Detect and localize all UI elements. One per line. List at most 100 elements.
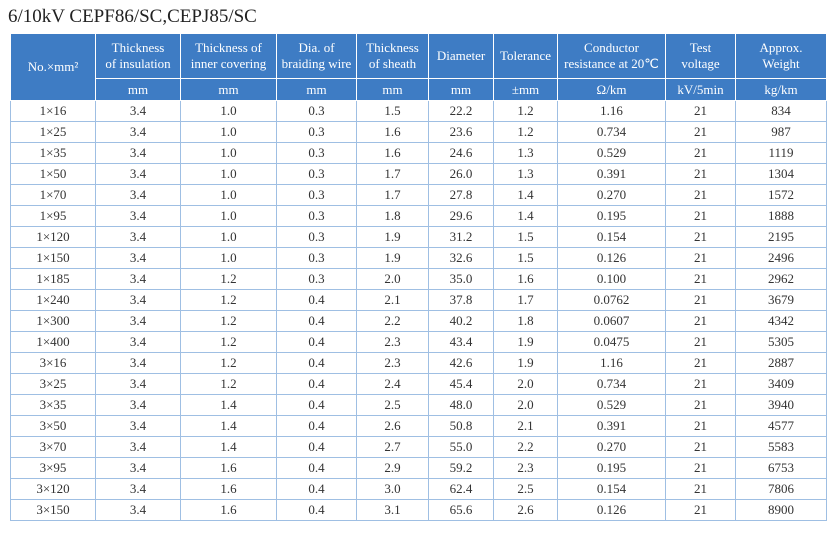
table-cell: 3.1: [356, 499, 429, 521]
table-cell: 0.4: [276, 478, 357, 500]
table-cell: 1.0: [180, 163, 277, 185]
table-cell: 3.4: [95, 373, 181, 395]
table-cell: 1.2: [180, 310, 277, 332]
table-cell: 3.4: [95, 121, 181, 143]
table-cell: 3×25: [10, 373, 96, 395]
table-cell: 2.6: [493, 499, 558, 521]
table-cell: 3.4: [95, 184, 181, 206]
table-cell: 0.3: [276, 100, 357, 122]
table-cell: 834: [735, 100, 827, 122]
table-cell: 2.2: [356, 310, 429, 332]
table-row: 1×25 3.4 1.0 0.3 1.6 23.6 1.2 0.734 21 987: [10, 121, 827, 143]
table-cell: 1.4: [180, 415, 277, 437]
table-row: 1×240 3.4 1.2 0.4 2.1 37.8 1.7 0.0762 21 3679: [10, 289, 827, 311]
table-cell: 2.0: [493, 373, 558, 395]
table-row: 1×150 3.4 1.0 0.3 1.9 32.6 1.5 0.126 21 2496: [10, 247, 827, 269]
table-row: 3×95 3.4 1.6 0.4 2.9 59.2 2.3 0.195 21 6753: [10, 457, 827, 479]
table-cell: 21: [665, 142, 736, 164]
table-cell: 3409: [735, 373, 827, 395]
table-cell: 1.6: [356, 121, 429, 143]
table-cell: 3×50: [10, 415, 96, 437]
table-row: 1×35 3.4 1.0 0.3 1.6 24.6 1.3 0.529 21 1119: [10, 142, 827, 164]
table-cell: 0.4: [276, 394, 357, 416]
table-cell: 1.0: [180, 205, 277, 227]
table-cell: 0.100: [557, 268, 666, 290]
table-cell: 31.2: [428, 226, 494, 248]
table-cell: 3.4: [95, 331, 181, 353]
table-cell: 3.4: [95, 226, 181, 248]
table-cell: 1.9: [356, 226, 429, 248]
table-cell: 29.6: [428, 205, 494, 227]
table-cell: 1.7: [356, 184, 429, 206]
table-cell: 4577: [735, 415, 827, 437]
table-cell: 22.2: [428, 100, 494, 122]
table-cell: 1.6: [180, 478, 277, 500]
table-cell: 1.0: [180, 100, 277, 122]
table-cell: 3×120: [10, 478, 96, 500]
table-cell: 3.4: [95, 310, 181, 332]
table-cell: 21: [665, 478, 736, 500]
table-cell: 3×150: [10, 499, 96, 521]
table-cell: 0.270: [557, 436, 666, 458]
table-cell: 1×50: [10, 163, 96, 185]
table-cell: 1.0: [180, 247, 277, 269]
table-cell: 0.154: [557, 226, 666, 248]
table-cell: 1.3: [493, 163, 558, 185]
unit-cell: kV/5min: [665, 78, 736, 101]
table-cell: 1×400: [10, 331, 96, 353]
table-cell: 0.3: [276, 226, 357, 248]
table-cell: 21: [665, 205, 736, 227]
table-cell: 48.0: [428, 394, 494, 416]
table-cell: 1888: [735, 205, 827, 227]
unit-row: mm mm mm mm mm ±mm Ω/km kV/5min kg/km: [11, 78, 827, 101]
table-cell: 2962: [735, 268, 827, 290]
table-header: No.×mm² Thickness of insulation Thickness …: [10, 33, 827, 101]
table-row: 1×70 3.4 1.0 0.3 1.7 27.8 1.4 0.270 21 1572: [10, 184, 827, 206]
table-cell: 1.7: [493, 289, 558, 311]
table-cell: 1.16: [557, 352, 666, 374]
table-cell: 1.9: [356, 247, 429, 269]
table-cell: 3.4: [95, 499, 181, 521]
table-cell: 1.6: [356, 142, 429, 164]
table-cell: 4342: [735, 310, 827, 332]
table-cell: 0.270: [557, 184, 666, 206]
table-cell: 21: [665, 499, 736, 521]
table-cell: 1119: [735, 142, 827, 164]
table-cell: 2.3: [493, 457, 558, 479]
table-cell: 40.2: [428, 310, 494, 332]
table-cell: 0.4: [276, 352, 357, 374]
unit-cell: ±mm: [493, 78, 558, 101]
table-cell: 2.1: [356, 289, 429, 311]
table-cell: 1.0: [180, 121, 277, 143]
table-cell: 1.0: [180, 184, 277, 206]
unit-cell: mm: [95, 78, 181, 101]
table-row: 1×120 3.4 1.0 0.3 1.9 31.2 1.5 0.154 21 2195: [10, 226, 827, 248]
table-cell: 2.9: [356, 457, 429, 479]
table-cell: 3940: [735, 394, 827, 416]
table-cell: 6753: [735, 457, 827, 479]
unit-cell: mm: [180, 78, 277, 101]
table-cell: 45.4: [428, 373, 494, 395]
table-cell: 24.6: [428, 142, 494, 164]
table-cell: 0.3: [276, 184, 357, 206]
table-cell: 3×95: [10, 457, 96, 479]
header-cell: Thickness of insulation: [95, 33, 181, 79]
table-cell: 1×150: [10, 247, 96, 269]
table-cell: 0.4: [276, 436, 357, 458]
table-cell: 21: [665, 373, 736, 395]
table-cell: 1.2: [493, 100, 558, 122]
table-cell: 1×300: [10, 310, 96, 332]
table-cell: 0.4: [276, 289, 357, 311]
table-cell: 21: [665, 100, 736, 122]
table-cell: 0.529: [557, 394, 666, 416]
table-row: 3×70 3.4 1.4 0.4 2.7 55.0 2.2 0.270 21 5583: [10, 436, 827, 458]
header-cell: No.×mm²: [10, 33, 96, 101]
table-cell: 2195: [735, 226, 827, 248]
table-cell: 1.5: [493, 247, 558, 269]
table-cell: 3.4: [95, 478, 181, 500]
table-cell: 1.2: [180, 268, 277, 290]
table-row: 3×35 3.4 1.4 0.4 2.5 48.0 2.0 0.529 21 3940: [10, 394, 827, 416]
table-cell: 26.0: [428, 163, 494, 185]
table-cell: 3.4: [95, 268, 181, 290]
table-cell: 27.8: [428, 184, 494, 206]
